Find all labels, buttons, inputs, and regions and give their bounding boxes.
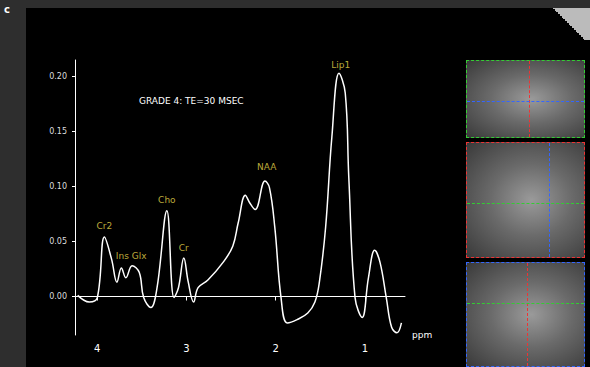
svg-text:2: 2: [272, 343, 278, 354]
svg-text:Cr2: Cr2: [97, 221, 113, 231]
svg-text:0.05: 0.05: [49, 237, 67, 246]
svg-text:0.20: 0.20: [49, 72, 67, 81]
svg-text:0.00: 0.00: [49, 292, 67, 301]
svg-text:Ins Glx: Ins Glx: [116, 251, 147, 261]
svg-text:NAA: NAA: [257, 162, 277, 172]
svg-text:0.15: 0.15: [49, 127, 67, 136]
svg-text:Lip1: Lip1: [331, 60, 350, 70]
svg-text:3: 3: [183, 343, 189, 354]
svg-text:c: c: [4, 4, 10, 15]
svg-text:GRADE 4: TE=30 MSEC: GRADE 4: TE=30 MSEC: [139, 96, 244, 106]
svg-text:Cho: Cho: [158, 195, 176, 205]
svg-text:ppm: ppm: [412, 330, 432, 340]
svg-text:4: 4: [94, 343, 100, 354]
svg-text:0.10: 0.10: [49, 182, 67, 191]
svg-text:Cr: Cr: [179, 243, 189, 253]
svg-text:1: 1: [362, 343, 368, 354]
